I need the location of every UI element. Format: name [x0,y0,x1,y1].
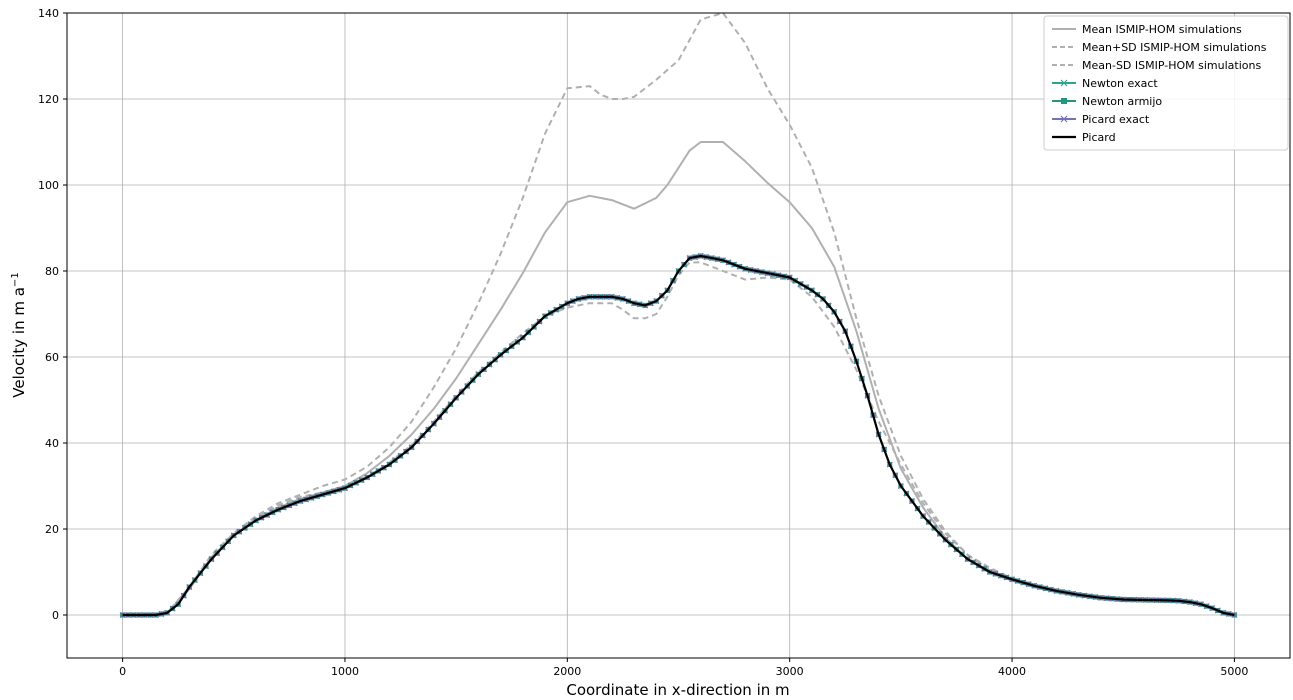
y-axis-title-superscript: −1 [10,272,21,287]
newton-exact-line [122,255,1235,616]
legend-label: Newton exact [1082,77,1158,90]
legend-label: Mean+SD ISMIP-HOM simulations [1082,41,1267,54]
picard-exact-point [119,612,126,618]
legend: Mean ISMIP-HOM simulations Mean+SD ISMIP-… [1043,15,1289,151]
legend-label: Mean-SD ISMIP-HOM simulations [1082,59,1261,72]
legend-item-picard: Picard [1052,131,1116,144]
axis-ticks: 0 1000 2000 3000 4000 5000 0 20 40 60 80 100 120 140 [38,7,1248,678]
x-tick-label: 5000 [1220,665,1248,678]
x-tick-label: 3000 [776,665,804,678]
mean-sd-ismip-hom-simulations-line [122,261,1235,616]
legend-marker [1061,98,1067,104]
legend-box [1043,15,1289,151]
mean-ismip-hom-simulations-line [122,141,1235,616]
legend-item-mean-ismip-hom-simulations: Mean ISMIP-HOM simulations [1052,23,1242,36]
legend-marker [1060,115,1068,123]
legend-item-newton-exact: Newton exact [1052,77,1158,90]
y-tick-label: 40 [45,437,59,450]
newton-exact-series [119,253,1238,618]
y-tick-label: 0 [52,609,59,622]
plot-series [119,13,1238,618]
plot-frame [66,12,1291,659]
legend-item-newton-armijo: Newton armijo [1052,95,1162,108]
legend-label: Picard [1082,131,1116,144]
y-tick-label: 120 [38,93,59,106]
y-tick-label: 140 [38,7,59,20]
newton-armijo-line [122,255,1235,616]
picard-series [122,254,1235,617]
y-axis-title-main: Velocity in m a [10,287,28,398]
legend-label: Mean ISMIP-HOM simulations [1082,23,1242,36]
legend-label: Picard exact [1082,113,1150,126]
x-axis-title: Coordinate in x-direction in m [566,681,789,699]
picard-exact-line [122,255,1235,616]
newton-armijo-series [120,253,1237,618]
picard-line [122,254,1235,617]
legend-item-mean-sd-ismip-hom-simulations: Mean+SD ISMIP-HOM simulations [1052,41,1267,54]
y-tick-label: 100 [38,179,59,192]
picard-exact-point [1231,612,1238,618]
mean-ismip-hom-simulations-series [122,141,1235,616]
y-axis-title: Velocity in m a−1 [10,272,28,397]
x-tick-label: 4000 [998,665,1026,678]
x-tick-label: 2000 [553,665,581,678]
y-tick-label: 80 [45,265,59,278]
legend-item-mean-sd-ismip-hom-simulations: Mean-SD ISMIP-HOM simulations [1052,59,1261,72]
mean-sd-ismip-hom-simulations-series [122,261,1235,616]
picard-exact-series [119,253,1238,618]
legend-marker [1060,79,1068,87]
legend-item-picard-exact: Picard exact [1052,113,1150,126]
x-tick-label: 0 [119,665,126,678]
legend-label: Newton armijo [1082,95,1162,108]
y-tick-label: 20 [45,523,59,536]
x-tick-label: 1000 [331,665,359,678]
y-tick-label: 60 [45,351,59,364]
